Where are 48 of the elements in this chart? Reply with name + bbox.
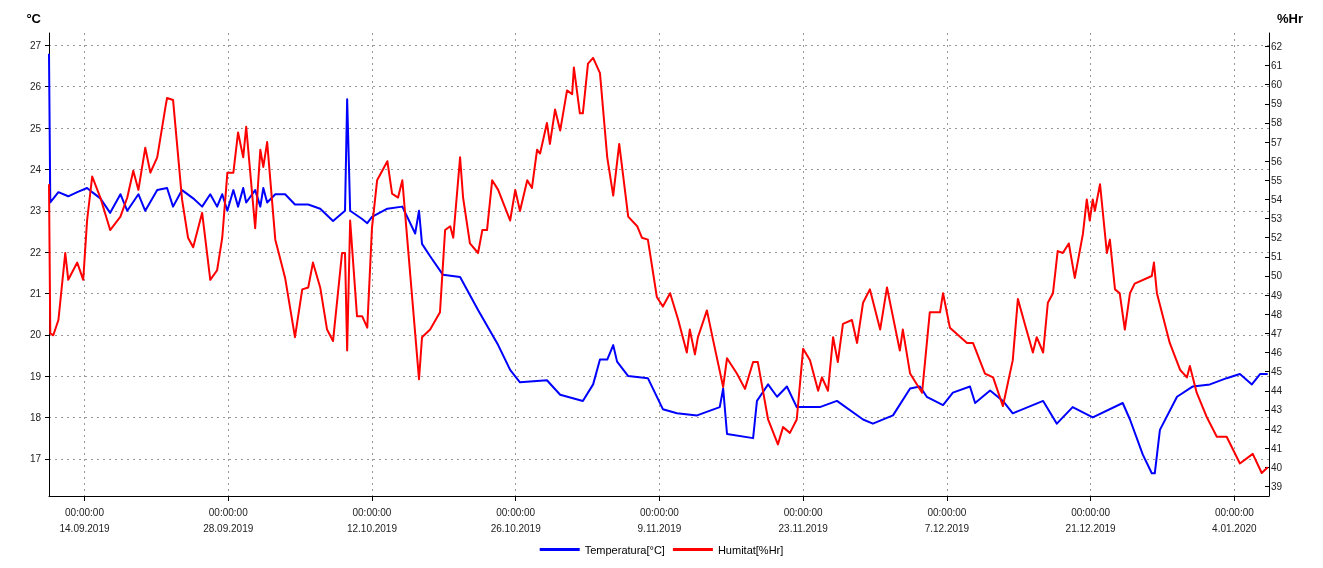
y-tick-label: 24: [29, 163, 42, 175]
y2-tick-label: 60: [1271, 79, 1283, 91]
y-axis-title: °C: [26, 11, 42, 26]
y2-tick-label: 45: [1271, 366, 1283, 378]
x-tick-label: 00:00:00 7.12.2019: [924, 506, 970, 534]
y2-tick-label: 54: [1271, 193, 1283, 205]
x-tick-label: 00:00:00 23.11.2019: [778, 506, 829, 534]
y-tick-label: 26: [29, 81, 42, 93]
y2-tick-label: 55: [1271, 174, 1283, 186]
y-tick-label: 20: [29, 329, 42, 341]
y2-tick-label: 57: [1271, 136, 1283, 148]
y2-tick-label: 51: [1271, 251, 1283, 263]
y2-tick-label: 46: [1271, 347, 1283, 359]
y2-tick-label: 42: [1271, 423, 1283, 435]
y2-tick-label: 41: [1271, 442, 1283, 454]
x-tick-label: 00:00:00 9.11.2019: [637, 506, 682, 534]
y-tick-label: 19: [29, 370, 42, 382]
x-tick-label: 00:00:00 21.12.2019: [1065, 506, 1117, 534]
y2-tick-label: 49: [1271, 289, 1283, 301]
legend-label: Temperatura[°C]: [584, 543, 665, 556]
y2-tick-label: 52: [1271, 232, 1283, 244]
y-tick-label: 25: [29, 122, 42, 134]
y2-tick-label: 50: [1271, 270, 1283, 282]
y2-tick-label: 53: [1271, 213, 1283, 225]
y-tick-label: 27: [29, 39, 42, 51]
y2-tick-label: 59: [1271, 98, 1283, 110]
y2-tick-label: 44: [1271, 385, 1283, 397]
x-tick-label: 00:00:00 14.09.2019: [59, 506, 110, 534]
y-tick-label: 17: [29, 453, 42, 465]
y2-tick-label: 58: [1271, 117, 1283, 129]
y-tick-label: 23: [29, 205, 42, 217]
y2-tick-label: 48: [1271, 308, 1283, 320]
y2-tick-label: 40: [1271, 461, 1283, 473]
y2-tick-label: 39: [1271, 480, 1283, 492]
y2-tick-label: 47: [1271, 327, 1283, 339]
x-tick-label: 00:00:00 28.09.2019: [203, 506, 254, 534]
y2-tick-label: 43: [1271, 404, 1283, 416]
y2-axis-title: %Hr: [1277, 11, 1304, 26]
x-tick-label: 00:00:00 4.01.2020: [1212, 506, 1258, 534]
y2-tick-label: 56: [1271, 155, 1283, 167]
y2-tick-label: 62: [1271, 40, 1283, 52]
x-tick-label: 00:00:00 26.10.2019: [490, 506, 542, 534]
y2-tick-label: 61: [1271, 60, 1283, 72]
y-tick-label: 22: [29, 246, 42, 258]
y-tick-label: 21: [29, 287, 42, 299]
legend-label: Humitat[%Hr]: [717, 543, 784, 556]
x-tick-label: 00:00:00 12.10.2019: [346, 506, 398, 534]
y-tick-label: 18: [29, 411, 42, 423]
